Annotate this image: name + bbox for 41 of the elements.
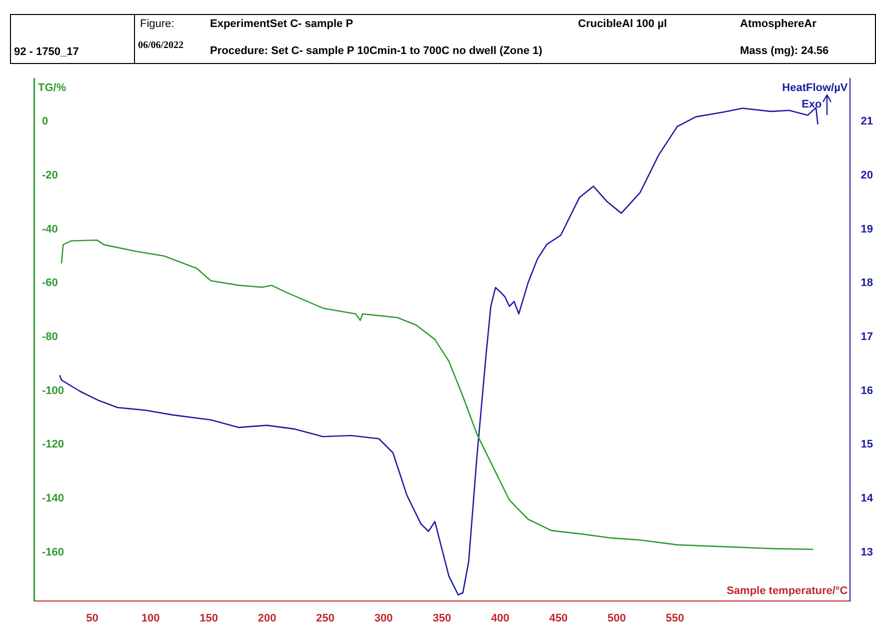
y2-tick-label: 15 xyxy=(860,438,874,451)
y2-tick-label: 19 xyxy=(860,223,874,236)
x-tick-label: 400 xyxy=(490,612,510,624)
x-tick-label: 500 xyxy=(608,612,626,624)
y-tick-label: -140 xyxy=(42,492,64,505)
x-tick-label: 450 xyxy=(549,612,568,624)
y2-axis-title: HeatFlow/µV xyxy=(782,82,848,94)
y-tick-label: -120 xyxy=(42,438,64,451)
x-tick-label: 150 xyxy=(200,612,218,624)
text: 92 - 1750_17 xyxy=(14,46,79,58)
y-tick-label: -100 xyxy=(42,384,64,397)
text: Procedure: Set C- sample P 10Cmin-1 to 700C no dwell (Zone 1) xyxy=(210,45,542,57)
y2-tick-label: 14 xyxy=(860,492,874,505)
y2-tick-label: 16 xyxy=(860,384,874,397)
y2-tick-label: 13 xyxy=(860,546,874,558)
x-tick-label: 250 xyxy=(316,612,335,624)
x-tick-label: 200 xyxy=(258,612,276,624)
y-tick-label: 0 xyxy=(42,116,48,128)
annotation: Exo xyxy=(802,98,822,111)
x-axis-title: Sample temperature/°C xyxy=(726,584,848,597)
y2-tick-label: 17 xyxy=(860,331,874,344)
text: Figure: xyxy=(140,18,174,30)
x-tick-label: 550 xyxy=(666,612,684,624)
x-tick-label: 300 xyxy=(374,612,393,624)
text: Mass (mg): 24.56 xyxy=(740,45,829,57)
y2-tick-label: 21 xyxy=(860,116,874,128)
x-tick-label: 350 xyxy=(432,612,452,624)
text: CrucibleAl 100 µl xyxy=(578,18,667,30)
x-tick-label: 100 xyxy=(141,612,160,624)
y-tick-label: -60 xyxy=(42,277,58,290)
y2-tick-label: 20 xyxy=(860,170,874,182)
y2-tick-label: 18 xyxy=(860,277,874,290)
x-tick-label: 50 xyxy=(86,612,98,624)
y-tick-label: -80 xyxy=(42,331,58,344)
text: 06/06/2022 xyxy=(138,40,184,51)
y-tick-label: -160 xyxy=(42,546,64,558)
y-tick-label: -20 xyxy=(42,170,58,182)
text: AtmosphereAr xyxy=(740,18,816,30)
y-tick-label: -40 xyxy=(42,223,58,236)
text: ExperimentSet C- sample P xyxy=(210,18,354,30)
y-axis-title: TG/% xyxy=(38,82,66,94)
